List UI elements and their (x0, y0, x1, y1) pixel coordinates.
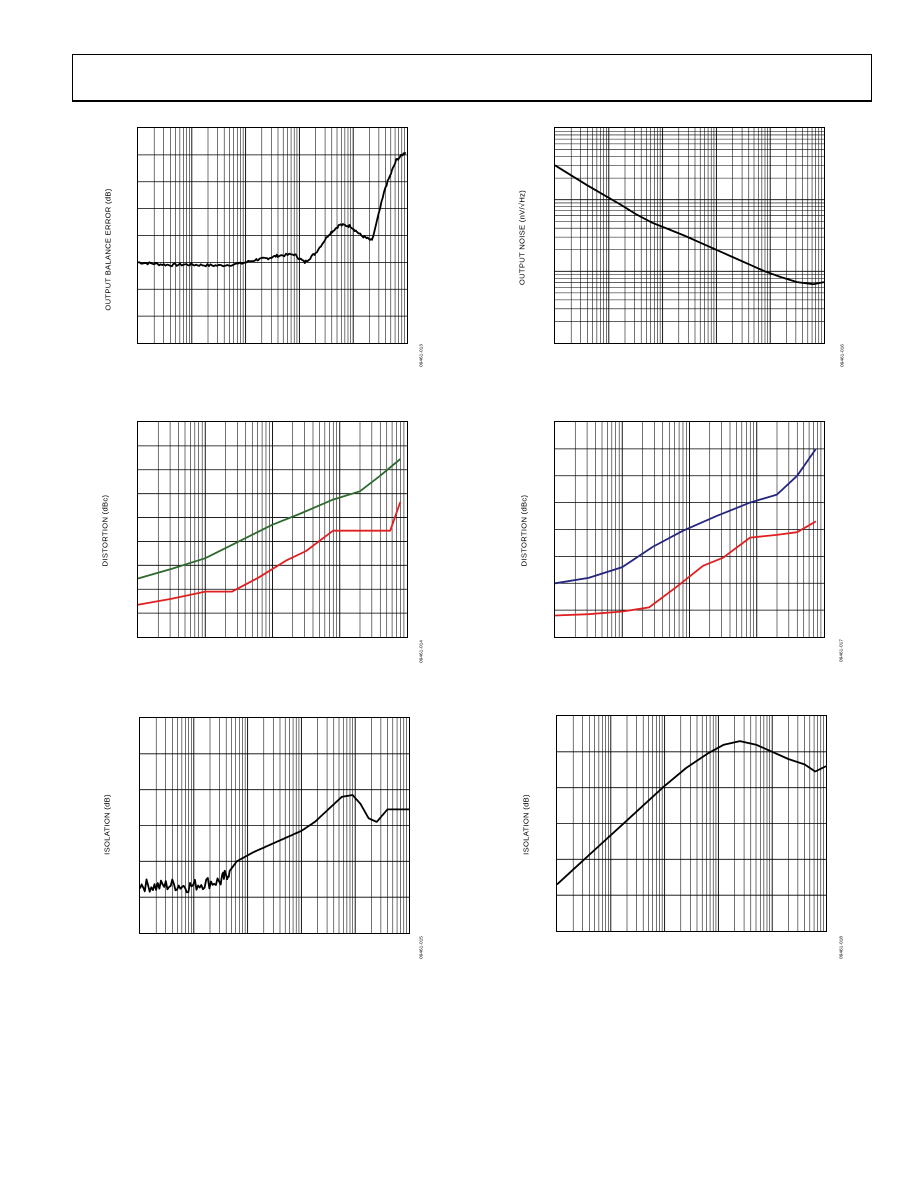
chart-svg (556, 716, 827, 931)
chart-svg (554, 128, 825, 343)
figure-id: 09461-014 (419, 640, 425, 663)
series-line (554, 164, 825, 286)
page-header-box (72, 54, 872, 102)
chart-svg (554, 422, 824, 637)
series-line (137, 501, 402, 606)
plot-area (137, 421, 408, 638)
plot-area (554, 127, 825, 344)
y-axis-label: ISOLATION (dB) (521, 794, 531, 855)
grid (555, 128, 824, 343)
grid (557, 716, 826, 931)
figure-id: 09461-013 (419, 344, 425, 367)
series-line (554, 448, 817, 585)
y-axis-label: DISTORTION (dBc) (519, 494, 529, 567)
chart-svg (137, 128, 407, 343)
series-line (139, 794, 409, 894)
chart-svg (139, 718, 409, 933)
grid (138, 422, 407, 637)
series-line (554, 520, 817, 617)
figure-id: 09461-016 (840, 344, 846, 367)
grid (140, 718, 409, 933)
y-axis-label: ISOLATION (dB) (102, 794, 112, 855)
grid (555, 422, 824, 637)
series-line (556, 740, 827, 886)
y-axis-label: DISTORTION (dBc) (100, 494, 110, 567)
plot-area (139, 717, 410, 934)
figure-id: 09461-015 (419, 936, 425, 959)
figure-id: 09461-017 (839, 639, 845, 662)
plot-area (137, 127, 408, 344)
plot-area (554, 421, 825, 638)
series-line (137, 458, 401, 580)
chart-svg (137, 422, 407, 637)
plot-area (556, 715, 827, 932)
series-line (137, 151, 407, 268)
figure-id: 09461-018 (839, 936, 845, 959)
grid (138, 128, 407, 343)
y-axis-label: OUTPUT NOISE (nV/√Hz) (517, 189, 527, 286)
y-axis-label: OUTPUT BALANCE ERROR (dB) (103, 188, 113, 311)
